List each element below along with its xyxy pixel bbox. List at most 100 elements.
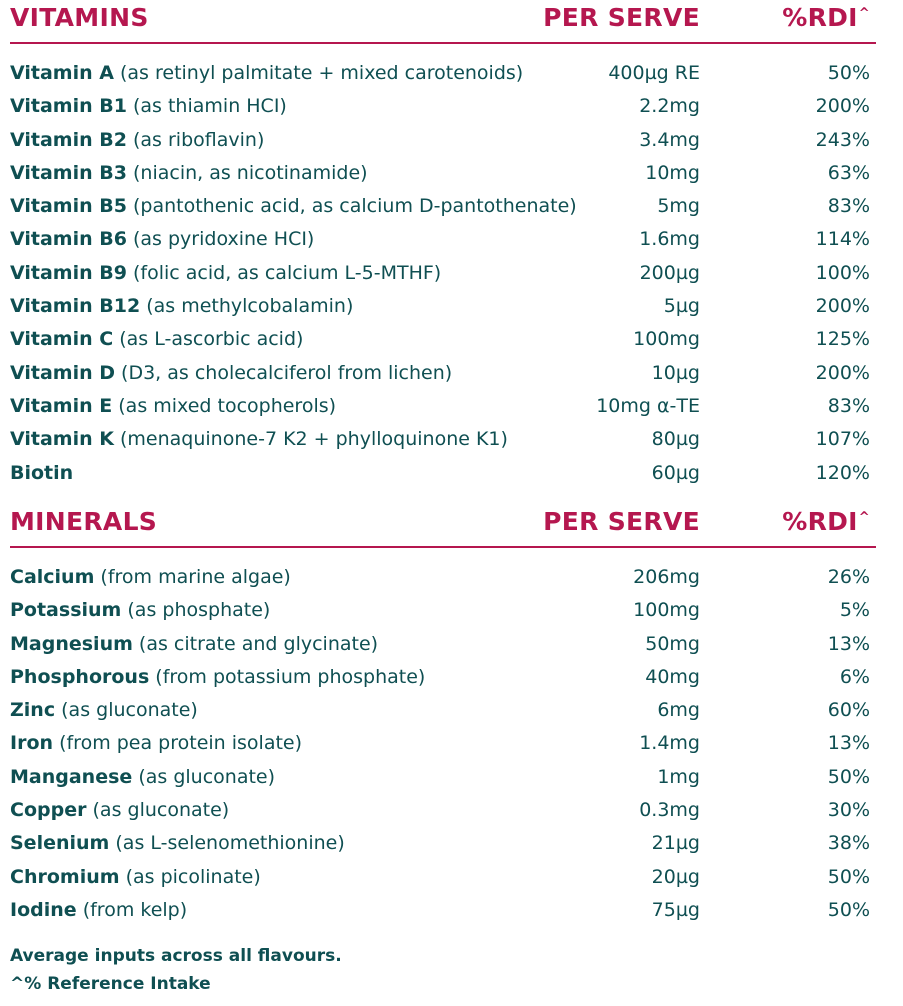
rdi-value: 13% bbox=[827, 632, 870, 655]
table-row: Vitamin A (as retinyl palmitate + mixed … bbox=[10, 59, 876, 92]
rdi-heading: %RDI^ bbox=[782, 3, 870, 32]
nutrient-source: (as gluconate) bbox=[132, 765, 276, 788]
per-serve-value: 50mg bbox=[645, 632, 700, 655]
rdi-value: 200% bbox=[815, 295, 870, 318]
table-row: Vitamin D (D3, as cholecalciferol from l… bbox=[10, 359, 876, 392]
minerals-section: MINERALS PER SERVE %RDI^ Calcium (from m… bbox=[10, 504, 876, 929]
nutrient-label: Vitamin B6 bbox=[10, 228, 127, 251]
per-serve-value: 75µg bbox=[651, 898, 700, 921]
nutrient-name: Vitamin E (as mixed tocopherols) bbox=[10, 395, 336, 417]
nutrient-source: (as citrate and glycinate) bbox=[132, 632, 379, 655]
vitamins-section: VITAMINS PER SERVE %RDI^ Vitamin A (as r… bbox=[10, 0, 876, 492]
table-row: Vitamin B3 (niacin, as nicotinamide) 10mg… bbox=[10, 159, 876, 192]
per-serve-value: 80µg bbox=[651, 428, 700, 451]
per-serve-value: 100mg bbox=[633, 599, 700, 622]
rdi-value: 114% bbox=[815, 228, 870, 251]
nutrient-source: (folic acid, as calcium L-5-MTHF) bbox=[126, 261, 442, 284]
nutrient-source: (niacin, as nicotinamide) bbox=[126, 161, 368, 184]
rdi-value: 63% bbox=[827, 161, 870, 184]
nutrient-source: (from marine algae) bbox=[94, 566, 291, 588]
rdi-value: 50% bbox=[827, 865, 870, 888]
nutrient-source: (as mixed tocopherols) bbox=[112, 394, 337, 417]
nutrient-source: (menaquinone-7 K2 + phylloquinone K1) bbox=[113, 428, 508, 451]
nutrient-label: Manganese bbox=[10, 765, 133, 788]
rdi-value: 60% bbox=[827, 699, 870, 722]
nutrient-name: Copper (as gluconate) bbox=[10, 799, 229, 821]
nutrient-label: Potassium bbox=[10, 599, 122, 622]
rdi-value: 5% bbox=[839, 599, 870, 622]
rdi-value: 120% bbox=[815, 461, 870, 484]
rdi-value: 30% bbox=[827, 799, 870, 822]
nutrient-label: Zinc bbox=[10, 699, 56, 722]
table-row: Copper (as gluconate) 0.3mg 30% bbox=[10, 796, 876, 829]
table-row: Manganese (as gluconate) 1mg 50% bbox=[10, 763, 876, 796]
per-serve-value: 5µg bbox=[663, 295, 700, 318]
per-serve-value: 10mg bbox=[645, 161, 700, 184]
nutrient-source: (D3, as cholecalciferol from lichen) bbox=[115, 361, 453, 384]
nutrient-name: Iron (from pea protein isolate) bbox=[10, 732, 302, 754]
per-serve-value: 100mg bbox=[633, 328, 700, 351]
table-row: Iodine (from kelp) 75µg 50% bbox=[10, 896, 876, 929]
nutrient-label: Vitamin K bbox=[10, 428, 114, 451]
rdi-value: 83% bbox=[827, 195, 870, 218]
rdi-value: 50% bbox=[827, 898, 870, 921]
rdi-value: 243% bbox=[815, 128, 870, 151]
nutrient-name: Vitamin K (menaquinone-7 K2 + phylloquin… bbox=[10, 428, 508, 450]
nutrient-source: (pantothenic acid, as calcium D-pantothe… bbox=[126, 195, 577, 218]
rdi-value: 38% bbox=[827, 832, 870, 855]
nutrient-source: (as thiamin HCI) bbox=[126, 95, 287, 118]
nutrient-label: Vitamin B9 bbox=[10, 261, 127, 284]
per-serve-value: 20µg bbox=[651, 865, 700, 888]
nutrient-name: Vitamin B9 (folic acid, as calcium L-5-M… bbox=[10, 262, 441, 284]
nutrient-name: Vitamin B6 (as pyridoxine HCI) bbox=[10, 228, 314, 250]
nutrient-label: Vitamin B3 bbox=[10, 161, 127, 184]
table-row: Potassium (as phosphate) 100mg 5% bbox=[10, 596, 876, 629]
nutrient-label: Vitamin D bbox=[10, 361, 116, 384]
per-serve-value: 400µg RE bbox=[608, 62, 700, 84]
nutrient-source: (from potassium phosphate) bbox=[149, 665, 426, 688]
nutrient-label: Vitamin A bbox=[10, 62, 114, 84]
table-row: Vitamin B1 (as thiamin HCI) 2.2mg 200% bbox=[10, 92, 876, 125]
minerals-title: MINERALS bbox=[10, 507, 158, 536]
table-row: Vitamin B6 (as pyridoxine HCI) 1.6mg 114% bbox=[10, 225, 876, 258]
footer-note: Average inputs across all flavours. bbox=[10, 946, 342, 966]
nutrient-source: (as retinyl palmitate + mixed carotenoid… bbox=[113, 62, 524, 84]
table-row: Magnesium (as citrate and glycinate) 50mg… bbox=[10, 630, 876, 663]
minerals-header: MINERALS PER SERVE %RDI^ bbox=[10, 504, 876, 548]
nutrient-name: Vitamin B12 (as methylcobalamin) bbox=[10, 295, 353, 317]
per-serve-value: 6mg bbox=[657, 699, 700, 722]
per-serve-value: 5mg bbox=[657, 195, 700, 218]
per-serve-value: 3.4mg bbox=[639, 128, 700, 151]
table-row: Chromium (as picolinate) 20µg 50% bbox=[10, 863, 876, 896]
nutrient-label: Chromium bbox=[10, 865, 120, 888]
per-serve-value: 1.6mg bbox=[639, 228, 700, 251]
per-serve-value: 1.4mg bbox=[639, 732, 700, 755]
nutrient-name: Vitamin B2 (as riboflavin) bbox=[10, 129, 264, 151]
rdi-value: 13% bbox=[827, 732, 870, 755]
nutrient-name: Vitamin B1 (as thiamin HCI) bbox=[10, 95, 287, 117]
minerals-rows: Calcium (from marine algae) 206mg 26% Potas… bbox=[10, 563, 876, 929]
nutrient-name: Phosphorous (from potassium phosphate) bbox=[10, 666, 425, 688]
rdi-value: 50% bbox=[827, 62, 870, 84]
nutrient-name: Biotin bbox=[10, 462, 73, 484]
nutrient-name: Zinc (as gluconate) bbox=[10, 699, 198, 721]
rdi-value: 100% bbox=[815, 261, 870, 284]
table-row: Vitamin B5 (pantothenic acid, as calcium… bbox=[10, 192, 876, 225]
nutrient-source: (as L-ascorbic acid) bbox=[113, 328, 304, 351]
rdi-value: 83% bbox=[827, 394, 870, 417]
nutrient-name: Calcium (from marine algae) bbox=[10, 566, 291, 588]
per-serve-value: 10µg bbox=[651, 361, 700, 384]
nutrient-name: Selenium (as L-selenomethionine) bbox=[10, 832, 345, 854]
nutrient-label: Phosphorous bbox=[10, 665, 150, 688]
per-serve-value: 206mg bbox=[633, 566, 700, 588]
nutrient-source: (from kelp) bbox=[76, 898, 188, 921]
table-row: Phosphorous (from potassium phosphate) 40… bbox=[10, 663, 876, 696]
nutrient-label: Iodine bbox=[10, 898, 77, 921]
per-serve-value: 21µg bbox=[651, 832, 700, 855]
nutrient-label: Copper bbox=[10, 799, 87, 822]
per-serve-value: 40mg bbox=[645, 665, 700, 688]
nutrient-name: Magnesium (as citrate and glycinate) bbox=[10, 633, 378, 655]
nutrient-label: Vitamin E bbox=[10, 394, 113, 417]
vitamins-header: VITAMINS PER SERVE %RDI^ bbox=[10, 0, 876, 44]
nutrient-label: Calcium bbox=[10, 566, 95, 588]
